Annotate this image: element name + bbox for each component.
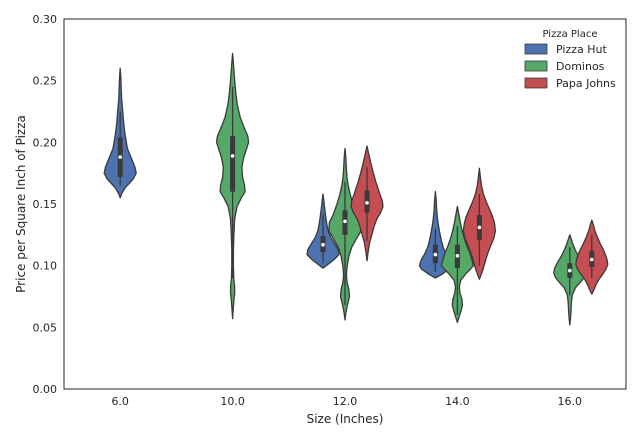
legend-swatch [524, 77, 548, 89]
violin-median-point [477, 225, 482, 230]
violins [103, 52, 609, 326]
y-tick-label: 0.20 [33, 136, 58, 149]
plot-frame [63, 18, 627, 390]
y-tick-label: 0.30 [33, 13, 58, 26]
violin-median-point [118, 155, 122, 159]
x-tick-label: 16.0 [558, 395, 583, 408]
x-tick-label: 14.0 [445, 395, 470, 408]
y-tick-labels: 0.00 0.05 0.10 0.15 0.20 0.25 0.30 [33, 13, 58, 396]
violin-iqr-box [230, 136, 236, 192]
legend-swatch [524, 60, 548, 72]
legend: Pizza Place Pizza Hut Dominos Papa Johns [524, 29, 616, 90]
x-tick-labels: 6.0 10.0 12.0 14.0 16.0 [111, 395, 582, 408]
violin-median-point [230, 154, 235, 158]
x-axis-label: Size (Inches) [307, 412, 384, 426]
legend-item: Papa Johns [524, 77, 616, 90]
legend-label: Pizza Hut [556, 43, 607, 56]
violin-pizza-hut-6.0 [103, 67, 137, 199]
legend-label: Papa Johns [556, 77, 616, 90]
violin-median-point [455, 254, 460, 258]
violin-pizza-hut-12.0 [306, 193, 340, 269]
violin-dominos-10.0 [215, 52, 250, 320]
y-axis-label: Price per Square Inch of Pizza [14, 115, 28, 293]
x-tick-label: 10.0 [220, 395, 245, 408]
violin-papa-johns-14.0 [462, 167, 497, 280]
violin-median-point [365, 200, 369, 205]
legend-item: Dominos [524, 60, 605, 73]
legend-item: Pizza Hut [524, 43, 607, 56]
violin-median-point [433, 252, 438, 257]
x-tick-label: 6.0 [111, 395, 129, 408]
violin-papa-johns-16.0 [575, 219, 609, 295]
y-tick-label: 0.25 [33, 75, 58, 88]
violin-dominos-12.0 [328, 147, 362, 321]
y-tick-label: 0.00 [33, 383, 58, 396]
legend-swatch [524, 43, 548, 55]
violin-papa-johns-12.0 [350, 145, 384, 262]
axes [63, 18, 627, 390]
x-tick-label: 12.0 [333, 395, 358, 408]
y-tick-label: 0.05 [33, 321, 58, 334]
violin-median-point [321, 242, 325, 247]
violin-dominos-14.0 [440, 205, 475, 324]
legend-label: Dominos [556, 60, 605, 73]
violin-median-point [343, 219, 347, 224]
y-tick-label: 0.10 [33, 260, 58, 273]
legend-title: Pizza Place [543, 29, 598, 40]
y-tick-label: 0.15 [33, 198, 58, 211]
violin-median-point [590, 257, 594, 262]
violin-median-point [568, 268, 572, 273]
